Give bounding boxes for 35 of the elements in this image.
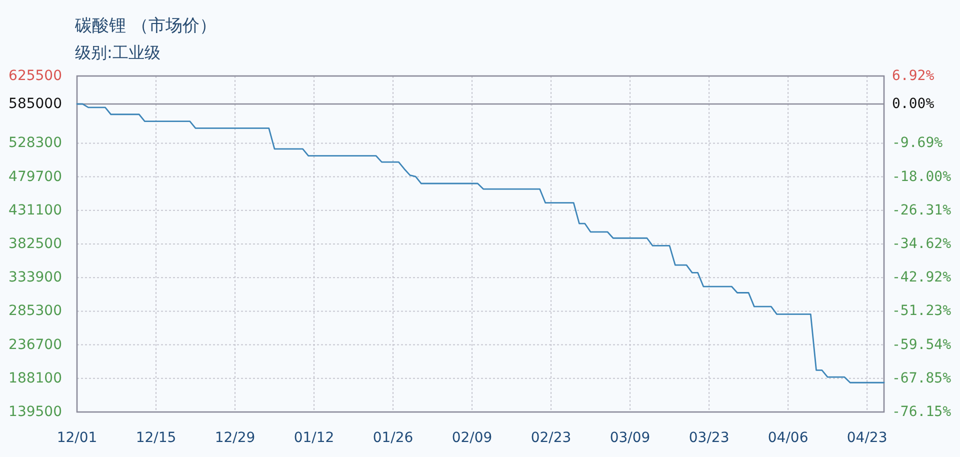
x-tick-label: 02/23	[530, 430, 572, 446]
x-tick-label: 04/23	[846, 430, 888, 446]
x-tick-label: 12/29	[214, 430, 256, 446]
x-tick-label: 03/23	[688, 430, 730, 446]
x-tick-label: 01/12	[294, 430, 334, 446]
y2-tick-label: 0.00%	[892, 96, 934, 112]
y2-tick-label: -67.85%	[892, 370, 952, 386]
y2-tick-label: -76.15%	[892, 404, 952, 420]
subtitle: 级别:工业级	[75, 43, 160, 62]
y2-tick-label: -34.62%	[892, 236, 952, 252]
y2-tick-label: -51.23%	[892, 303, 952, 320]
y-tick-label: 431100	[8, 202, 62, 218]
y-tick-label: 625500	[8, 68, 62, 84]
y2-tick-label: -42.92%	[892, 270, 952, 286]
y2-tick-label: -9.69%	[892, 135, 943, 152]
x-tick-label: 12/01	[56, 430, 98, 446]
y-tick-label: 333900	[8, 270, 62, 286]
x-tick-label: 01/26	[372, 430, 414, 446]
y2-tick-label: -18.00%	[892, 168, 952, 185]
x-tick-label: 04/06	[768, 430, 808, 446]
y2-tick-label: 6.92%	[892, 68, 934, 84]
x-tick-label: 12/15	[136, 430, 176, 446]
x-tick-label: 02/09	[452, 430, 492, 446]
y-tick-label: 188100	[8, 370, 62, 386]
y2-tick-label: -59.54%	[892, 336, 952, 353]
y-tick-label: 585000	[8, 96, 62, 112]
y-tick-label: 236700	[8, 336, 62, 353]
y-tick-label: 285300	[8, 303, 62, 320]
x-tick-label: 03/09	[610, 430, 650, 446]
y-tick-label: 139500	[8, 404, 62, 420]
y-tick-label: 382500	[8, 236, 62, 252]
title: 碳酸锂 （市场价）	[75, 16, 216, 36]
y-tick-label: 479700	[8, 168, 62, 185]
y2-tick-label: -26.31%	[892, 202, 952, 218]
y-tick-label: 528300	[8, 135, 62, 152]
